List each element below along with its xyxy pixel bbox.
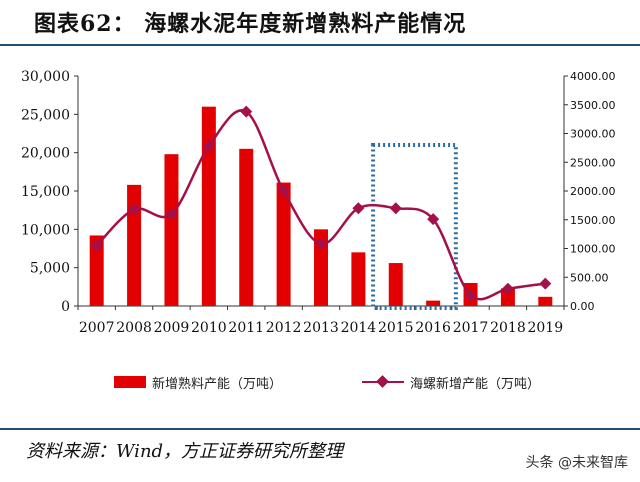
right-tick-label: 2000.00 — [570, 185, 616, 198]
line-point — [315, 237, 327, 250]
x-tick-label: 2008 — [116, 320, 152, 336]
x-tick-label: 2012 — [266, 320, 302, 336]
highlight-box-group — [371, 143, 458, 310]
line-point — [165, 208, 178, 220]
left-tick-label: 10,000 — [21, 222, 70, 238]
bar — [276, 182, 291, 306]
line-point — [427, 213, 440, 226]
legend-bar-swatch — [114, 376, 146, 388]
line-point — [90, 239, 103, 252]
left-tick-label: 25,000 — [21, 107, 70, 123]
left-tick-label: 20,000 — [21, 146, 70, 162]
left-tick-label: 15,000 — [21, 184, 70, 200]
bar — [239, 148, 254, 306]
line-series — [90, 105, 552, 302]
bar-series — [89, 106, 553, 306]
x-tick-label: 2014 — [341, 320, 377, 336]
legend-bar-label: 新增熟料产能（万吨） — [152, 376, 283, 392]
line-point — [352, 202, 365, 215]
line-point — [539, 277, 552, 290]
legend: 新增熟料产能（万吨） 海螺新增产能（万吨） — [0, 368, 640, 398]
x-tick-label: 2011 — [228, 320, 264, 336]
line-point — [389, 202, 402, 215]
highlight-box — [371, 143, 458, 310]
tick-labels: 0 5,000 10,000 15,000 20,000 25,000 30,000 0.00… — [21, 69, 616, 336]
source-divider — [0, 428, 640, 430]
x-tick-label: 2017 — [453, 320, 489, 336]
line-point — [277, 185, 290, 197]
line-point — [240, 105, 253, 118]
title-divider — [0, 44, 640, 46]
left-tick-label: 5,000 — [30, 261, 70, 277]
x-tick-label: 2016 — [415, 320, 451, 336]
x-tick-label: 2015 — [378, 320, 414, 336]
chart: 0 5,000 10,000 15,000 20,000 25,000 30,000 0.00… — [21, 69, 616, 336]
line-point — [464, 289, 477, 302]
source-note: 资料来源：Wind，方正证券研究所整理 — [26, 441, 344, 462]
legend-item-line: 海螺新增产能（万吨） — [362, 368, 540, 396]
legend-line-swatch — [362, 375, 404, 389]
figure-title: 图表62： 海螺水泥年度新增熟料产能情况 — [34, 11, 467, 37]
bar — [388, 263, 403, 306]
x-tick-label: 2018 — [490, 320, 526, 336]
bar — [500, 288, 515, 306]
right-tick-label: 3000.00 — [570, 128, 616, 141]
bar — [89, 235, 104, 306]
legend-item-bar: 新增熟料产能（万吨） — [114, 368, 282, 396]
bar — [201, 106, 216, 306]
left-tick-label: 30,000 — [21, 69, 70, 85]
line-point — [128, 203, 141, 216]
bar — [426, 300, 441, 306]
right-tick-label: 1500.00 — [570, 214, 616, 227]
legend-line-label: 海螺新增产能（万吨） — [410, 376, 541, 392]
right-tick-label: 2500.00 — [570, 156, 616, 169]
bar — [127, 184, 142, 306]
x-tick-label: 2013 — [303, 320, 339, 336]
right-tick-label: 500.00 — [570, 271, 609, 284]
x-tick-label: 2007 — [79, 320, 115, 336]
bar — [164, 154, 179, 306]
bar — [351, 252, 366, 306]
left-tick-label: 0 — [61, 299, 70, 315]
line-point — [202, 140, 215, 153]
watermark: 头条 @未来智库 — [525, 455, 628, 471]
right-tick-label: 4000.00 — [570, 70, 616, 83]
right-tick-label: 3500.00 — [570, 99, 616, 112]
right-tick-label: 1000.00 — [570, 243, 616, 256]
bar — [538, 296, 553, 306]
bar — [314, 229, 328, 306]
right-tick-label: 0.00 — [570, 300, 595, 313]
x-tick-label: 2010 — [191, 320, 227, 336]
line-point — [501, 282, 514, 295]
x-tick-label: 2019 — [527, 320, 563, 336]
x-tick-label: 2009 — [154, 320, 190, 336]
